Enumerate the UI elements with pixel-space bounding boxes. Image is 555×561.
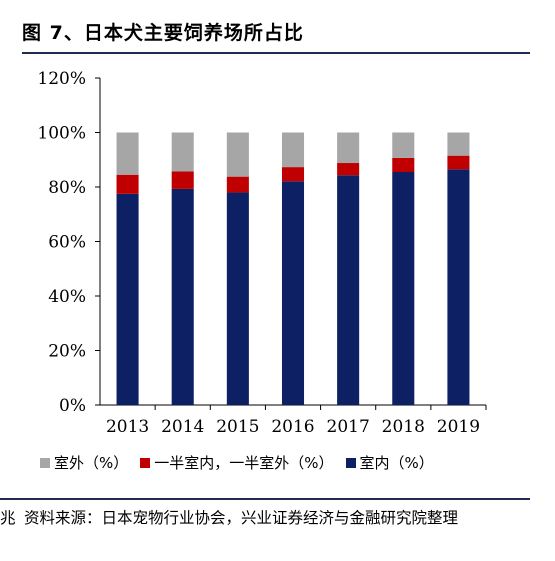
x-tick-label: 2017 (327, 417, 370, 437)
bar-half (447, 155, 470, 170)
legend-swatch (40, 458, 50, 468)
x-tick-label: 2019 (437, 417, 480, 437)
source-divider (0, 498, 530, 500)
y-tick-label: 40% (48, 287, 86, 307)
y-tick-label: 0% (59, 396, 86, 416)
bar-half (116, 174, 139, 194)
y-tick-label: 20% (48, 342, 86, 362)
bar-outdoor (392, 132, 415, 158)
y-tick-label: 80% (48, 178, 86, 198)
legend-label: 一半室内，一半室外（%） (154, 454, 334, 472)
bar-outdoor (337, 132, 360, 164)
stacked-bar-chart: 0% 20% 40% 60% 80% 100% 120% 2013 2014 2015 2016 20… (37, 69, 487, 437)
x-tick-label: 2018 (382, 417, 425, 437)
legend-swatch (140, 458, 151, 468)
legend-swatch (345, 458, 356, 468)
source-prefix: 兆 (0, 509, 16, 527)
figure-title: 图 7、日本犬主要饲养场所占比 (22, 22, 304, 44)
bar-outdoor (281, 132, 305, 168)
y-tick-label: 120% (37, 69, 86, 89)
bar-indoor (392, 172, 415, 405)
title-divider (22, 52, 530, 54)
chart-legend: 室外（%） 一半室内，一半室外（%） 室内（%） (40, 452, 446, 473)
bars-layer (116, 132, 470, 405)
bar-half (392, 157, 415, 173)
bar-half (171, 171, 194, 189)
source-note: 兆资料来源：日本宠物行业协会，兴业证券经济与金融研究院整理 (0, 506, 520, 530)
legend-item-indoor: 室内（%） (345, 452, 434, 473)
x-tick-label: 2016 (271, 417, 314, 437)
x-tick-label: 2013 (106, 417, 149, 437)
y-tick-label: 100% (37, 124, 86, 144)
legend-item-outdoor: 室外（%） (40, 452, 128, 473)
bar-indoor (171, 188, 194, 405)
bar-outdoor (171, 132, 194, 172)
axis-layer (95, 77, 487, 410)
bar-indoor (116, 193, 139, 405)
x-tick-label: 2015 (216, 417, 259, 437)
x-tick-label: 2014 (161, 417, 204, 437)
legend-label: 室内（%） (359, 454, 434, 472)
bar-half (337, 163, 360, 176)
bar-half (281, 167, 305, 182)
bar-indoor (281, 181, 305, 405)
bar-outdoor (447, 132, 470, 156)
bar-outdoor (116, 132, 139, 175)
bar-indoor (337, 175, 360, 405)
legend-item-half: 一半室内，一半室外（%） (140, 452, 334, 473)
y-tick-label: 60% (48, 233, 86, 253)
labels-layer: 0% 20% 40% 60% 80% 100% 120% 2013 2014 2015 2016 20… (37, 69, 480, 437)
bar-indoor (226, 192, 249, 405)
legend-label: 室外（%） (54, 454, 129, 472)
bar-indoor (447, 169, 470, 405)
bar-outdoor (226, 132, 249, 177)
source-text: 资料来源：日本宠物行业协会，兴业证券经济与金融研究院整理 (24, 509, 459, 527)
bar-half (226, 176, 249, 193)
